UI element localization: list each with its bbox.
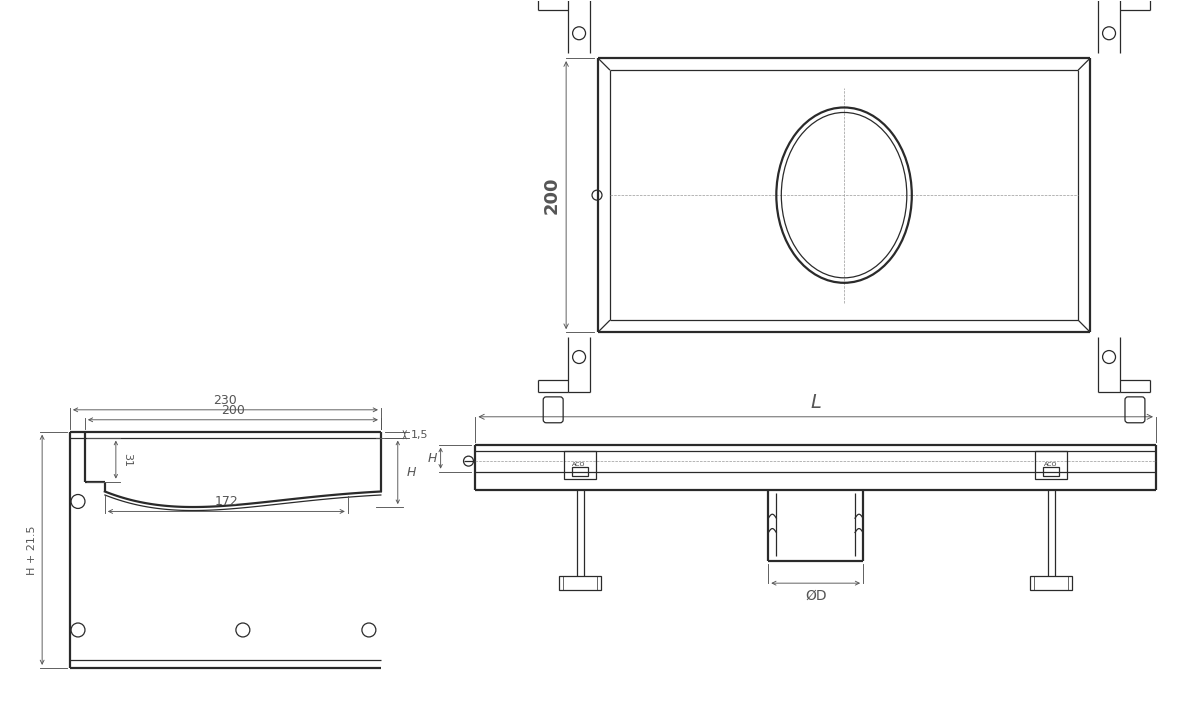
Bar xyxy=(1031,577,1072,590)
Text: 1,5: 1,5 xyxy=(410,430,428,440)
Text: ACO: ACO xyxy=(1044,462,1057,467)
Text: 200: 200 xyxy=(221,403,245,417)
Bar xyxy=(1036,451,1067,478)
Text: H: H xyxy=(407,466,416,479)
Text: ACO: ACO xyxy=(572,462,586,467)
Bar xyxy=(1043,467,1060,476)
Text: 230: 230 xyxy=(214,394,238,407)
Bar xyxy=(559,577,601,590)
Text: ØD: ØD xyxy=(805,589,827,603)
Text: 31: 31 xyxy=(122,453,132,467)
Bar xyxy=(572,467,588,476)
Text: L: L xyxy=(810,393,821,411)
Text: 172: 172 xyxy=(215,495,238,508)
Bar xyxy=(564,451,596,478)
Text: 200: 200 xyxy=(542,177,560,214)
Text: H: H xyxy=(427,451,437,465)
Text: H + 21.5: H + 21.5 xyxy=(28,525,37,574)
